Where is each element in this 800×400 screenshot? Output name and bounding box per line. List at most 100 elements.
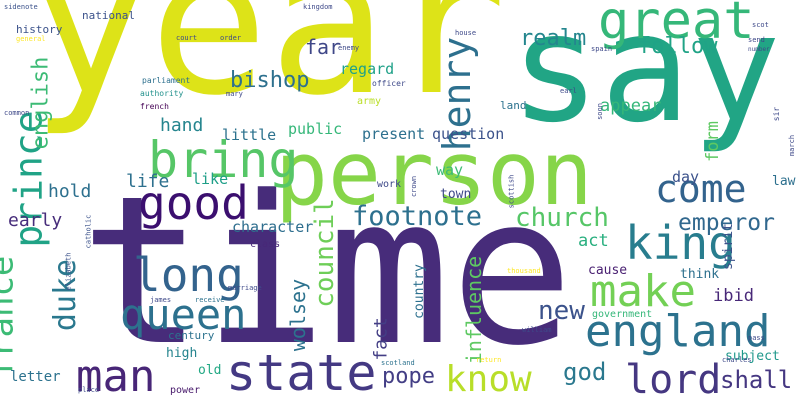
word: year [30,0,507,139]
word: french [140,102,169,111]
word: country [411,264,427,319]
word: spirit [720,223,736,270]
word: authority [140,89,184,98]
word: know [445,359,532,400]
word: march [788,134,797,157]
word: court [176,34,198,42]
word: church [515,203,609,233]
word: james [150,296,172,304]
word: pass [748,334,765,342]
word: footnote [352,201,483,232]
word: spain [591,45,613,53]
word: make [590,266,696,317]
word: fact [370,317,392,361]
word: person [275,122,593,225]
word: life [126,171,170,192]
word: receive [195,296,225,304]
word: shall [720,366,793,394]
word: pope [382,364,435,389]
word: common [4,109,30,117]
word: order [220,34,242,42]
word: crown [410,175,419,198]
word: come [655,167,747,211]
word: form [702,121,723,162]
word: influence [462,255,487,365]
word: king [625,216,736,270]
word: think [680,267,720,282]
word: thousand [507,267,541,275]
word: cause [588,263,628,278]
word: power [170,385,201,396]
word: early [8,210,63,231]
word: english [28,56,54,150]
word: catholic [84,214,93,249]
word: emperor [678,210,775,236]
word: state [226,344,377,400]
word: return [476,356,502,364]
word: present [362,125,426,143]
word: class [250,239,281,250]
word: appear [600,96,662,116]
word: time [80,153,574,391]
word: ibid [713,286,754,306]
word: queen [120,290,247,339]
word: charles [722,356,752,364]
word: send [748,36,765,44]
word: new [538,296,585,326]
word: mary [226,90,243,98]
word: number [748,46,770,53]
word: town [440,187,472,202]
word: england [585,306,771,357]
word: little [222,126,277,144]
word: character [232,218,314,236]
word: land [500,99,527,112]
word: earl [560,87,577,95]
word: question [432,125,505,143]
word: man [76,351,156,400]
word: long [133,248,244,302]
word: great [598,0,755,51]
word: general [16,35,46,43]
word: place [78,386,100,394]
word: day [672,168,700,186]
word: letter [10,369,61,385]
word: history [16,23,63,36]
word: hand [160,115,204,136]
word: kingdom [303,3,333,11]
word: bring [148,131,299,189]
word: law [772,174,796,189]
word: parliament [142,76,191,85]
word: bishop [230,68,310,93]
word: sir [772,106,782,122]
word: house [455,29,477,37]
word: public [288,120,343,138]
word: elizabeth [64,252,73,291]
word: scotland [381,359,415,367]
word: william [522,326,552,334]
word: follow [638,34,718,59]
word: regard [340,60,395,78]
word: far [305,35,342,59]
word: france [0,255,22,379]
word: army [357,96,382,107]
word: act [578,231,609,251]
word: government [592,309,653,320]
word: century [168,329,215,342]
word: hold [48,181,92,202]
word: high [166,346,198,361]
word: realm [520,26,587,51]
word: good [138,176,249,230]
word: subject [725,349,780,364]
word: god [563,358,607,386]
word: wolsey [286,278,311,352]
word: council [309,198,340,308]
word: like [192,170,229,188]
word: say [510,0,781,156]
word: sidenote [4,3,38,11]
word: marriage [228,284,262,292]
word: enemy [338,44,360,52]
word: scottish [507,174,516,209]
word: national [82,9,135,22]
word: way [436,161,464,179]
